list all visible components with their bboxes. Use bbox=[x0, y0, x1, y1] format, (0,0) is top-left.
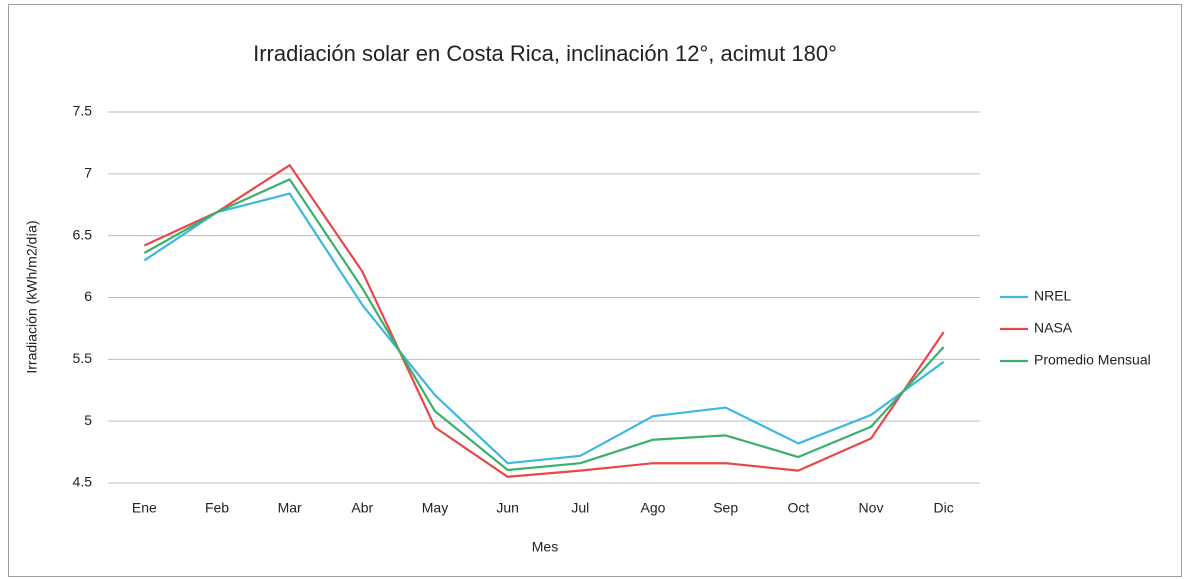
legend-label: Promedio Mensual bbox=[1034, 352, 1151, 368]
x-tick-label: Jul bbox=[571, 500, 589, 516]
x-tick-label: Sep bbox=[713, 500, 738, 516]
y-tick-label: 5.5 bbox=[73, 350, 93, 366]
x-tick-label: Mar bbox=[278, 500, 302, 516]
series-line bbox=[143, 178, 945, 472]
x-tick-label: Abr bbox=[351, 500, 373, 516]
y-tick-label: 6.5 bbox=[73, 226, 93, 242]
chart-border bbox=[8, 4, 1182, 577]
y-axis-label: Irradiación (kWh/m2/día) bbox=[24, 220, 40, 373]
x-tick-label: Nov bbox=[859, 500, 884, 516]
x-tick-label: May bbox=[422, 500, 448, 516]
chart-title: Irradiación solar en Costa Rica, inclina… bbox=[253, 41, 837, 66]
series-line bbox=[143, 164, 945, 478]
legend-label: NREL bbox=[1034, 288, 1072, 304]
x-tick-label: Oct bbox=[787, 500, 809, 516]
x-tick-label: Feb bbox=[205, 500, 229, 516]
x-tick-label: Dic bbox=[934, 500, 954, 516]
y-tick-label: 6 bbox=[84, 288, 92, 304]
series-line bbox=[143, 192, 945, 465]
x-tick-label: Jun bbox=[496, 500, 519, 516]
y-tick-label: 7 bbox=[84, 165, 92, 181]
x-tick-label: Ene bbox=[132, 500, 157, 516]
y-tick-label: 5 bbox=[84, 412, 92, 428]
legend-label: NASA bbox=[1034, 320, 1073, 336]
y-tick-label: 7.5 bbox=[73, 103, 93, 119]
y-tick-label: 4.5 bbox=[73, 474, 93, 490]
x-axis-label: Mes bbox=[532, 539, 558, 555]
x-tick-label: Ago bbox=[641, 500, 666, 516]
